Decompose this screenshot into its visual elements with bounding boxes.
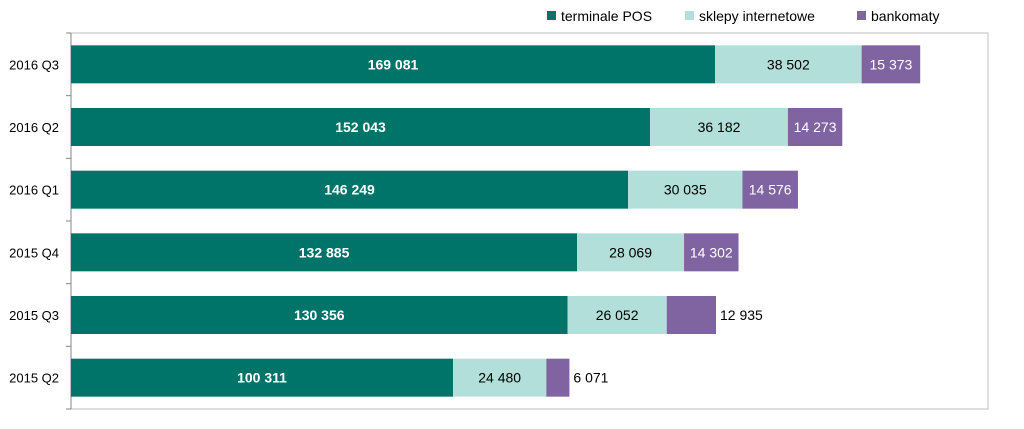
category-label-2016-q3: 2016 Q3 bbox=[9, 57, 59, 72]
bar-sklepy-internetowe-2016-q2 bbox=[650, 108, 788, 146]
legend-swatch-terminale-pos bbox=[547, 11, 556, 20]
data-label-sklepy-internetowe-2016-q2: 36 182 bbox=[698, 119, 741, 135]
category-label-2016-q1: 2016 Q1 bbox=[9, 183, 59, 198]
legend-label-terminale-pos: terminale POS bbox=[561, 8, 652, 24]
bar-terminale-pos-2016-q1 bbox=[71, 170, 629, 209]
bar-bankomaty-2015-q3 bbox=[666, 296, 716, 334]
data-label-bankomaty-2015-q3: 12 935 bbox=[720, 307, 763, 323]
bar-bankomaty-2016-q3 bbox=[861, 45, 921, 84]
data-label-bankomaty-2016-q1: 14 576 bbox=[749, 182, 792, 198]
bar-terminale-pos-2015-q4 bbox=[71, 233, 578, 272]
data-label-terminale-pos-2016-q1: 146 249 bbox=[324, 182, 375, 198]
data-label-sklepy-internetowe-2015-q3: 26 052 bbox=[596, 307, 639, 323]
data-label-sklepy-internetowe-2015-q4: 28 069 bbox=[609, 244, 652, 260]
data-label-sklepy-internetowe-2015-q2: 24 480 bbox=[478, 370, 521, 386]
data-label-bankomaty-2016-q2: 14 273 bbox=[794, 119, 837, 135]
legend-label-bankomaty: bankomaty bbox=[871, 8, 939, 24]
bar-terminale-pos-2015-q3 bbox=[71, 296, 568, 334]
data-label-sklepy-internetowe-2016-q3: 38 502 bbox=[767, 56, 810, 72]
bar-terminale-pos-2016-q2 bbox=[71, 108, 651, 146]
data-label-terminale-pos-2016-q2: 152 043 bbox=[335, 119, 386, 135]
data-label-bankomaty-2016-q3: 15 373 bbox=[870, 56, 913, 72]
bar-bankomaty-2015-q2 bbox=[546, 358, 570, 397]
bar-sklepy-internetowe-2015-q2 bbox=[453, 358, 547, 397]
bar-terminale-pos-2015-q2 bbox=[71, 358, 454, 397]
bar-bankomaty-2016-q2 bbox=[787, 108, 843, 146]
category-label-2015-q3: 2015 Q3 bbox=[9, 308, 59, 323]
bar-sklepy-internetowe-2015-q3 bbox=[567, 296, 667, 334]
bar-bankomaty-2015-q4 bbox=[684, 233, 739, 272]
category-label-2015-q4: 2015 Q4 bbox=[9, 245, 59, 260]
legend-label-sklepy-internetowe: sklepy internetowe bbox=[699, 8, 815, 24]
bar-sklepy-internetowe-2016-q1 bbox=[628, 170, 743, 209]
data-label-terminale-pos-2015-q2: 100 311 bbox=[237, 370, 287, 386]
category-label-2015-q2: 2015 Q2 bbox=[9, 371, 59, 386]
data-label-bankomaty-2015-q2: 6 071 bbox=[573, 370, 608, 386]
plot-area-border bbox=[70, 32, 989, 410]
bar-sklepy-internetowe-2016-q3 bbox=[715, 45, 862, 84]
legend-swatch-bankomaty bbox=[857, 11, 866, 20]
bar-sklepy-internetowe-2015-q4 bbox=[577, 233, 685, 272]
data-label-terminale-pos-2015-q4: 132 885 bbox=[299, 244, 350, 260]
legend-swatch-sklepy-internetowe bbox=[685, 11, 694, 20]
data-label-terminale-pos-2016-q3: 169 081 bbox=[368, 56, 419, 72]
data-label-sklepy-internetowe-2016-q1: 30 035 bbox=[664, 182, 707, 198]
data-label-terminale-pos-2015-q3: 130 356 bbox=[294, 307, 345, 323]
data-label-bankomaty-2015-q4: 14 302 bbox=[690, 244, 733, 260]
category-label-2016-q2: 2016 Q2 bbox=[9, 120, 59, 135]
bar-terminale-pos-2016-q3 bbox=[71, 45, 715, 84]
bar-bankomaty-2016-q1 bbox=[742, 170, 798, 209]
